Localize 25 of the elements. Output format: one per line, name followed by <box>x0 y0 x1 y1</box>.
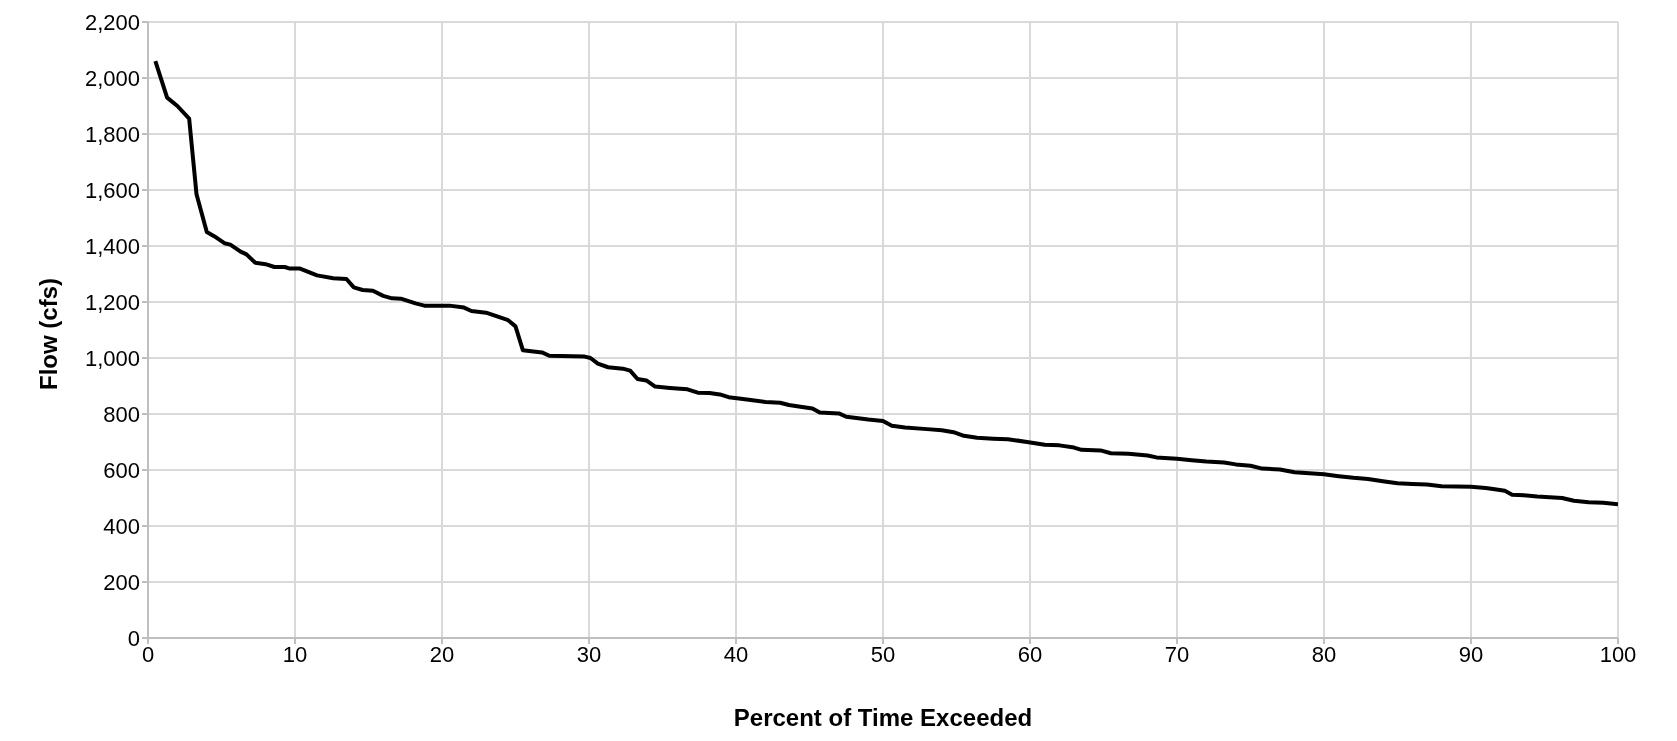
y-tick-label: 1,000 <box>84 345 140 371</box>
y-tick-label: 1,600 <box>84 177 140 203</box>
y-tick-label: 600 <box>103 457 140 483</box>
x-tick-label: 40 <box>723 641 749 667</box>
y-tick-label: 800 <box>103 401 140 427</box>
x-tick-label: 80 <box>1311 641 1337 667</box>
y-tick-label: 0 <box>127 625 140 651</box>
y-tick-label: 2,200 <box>84 9 140 35</box>
x-tick-label: 10 <box>282 641 308 667</box>
line-series <box>153 59 1618 507</box>
x-axis-title: Percent of Time Exceeded <box>733 704 1033 731</box>
x-tick-label: 60 <box>1017 641 1043 667</box>
x-tick-label: 70 <box>1164 641 1190 667</box>
x-tick-label: 30 <box>576 641 602 667</box>
y-axis-title: Flow (cfs) <box>34 278 62 390</box>
y-tick-label: 1,800 <box>84 121 140 147</box>
x-tick-label: 100 <box>1599 641 1637 667</box>
y-tick-label: 1,200 <box>84 289 140 315</box>
x-tick-label: 90 <box>1458 641 1484 667</box>
y-tick-label: 1,400 <box>84 233 140 259</box>
x-tick-label: 50 <box>870 641 896 667</box>
y-tick-label: 400 <box>103 513 140 539</box>
y-tick-label: 2,000 <box>84 65 140 91</box>
x-tick-label: 20 <box>429 641 455 667</box>
y-tick-label: 200 <box>103 569 140 595</box>
